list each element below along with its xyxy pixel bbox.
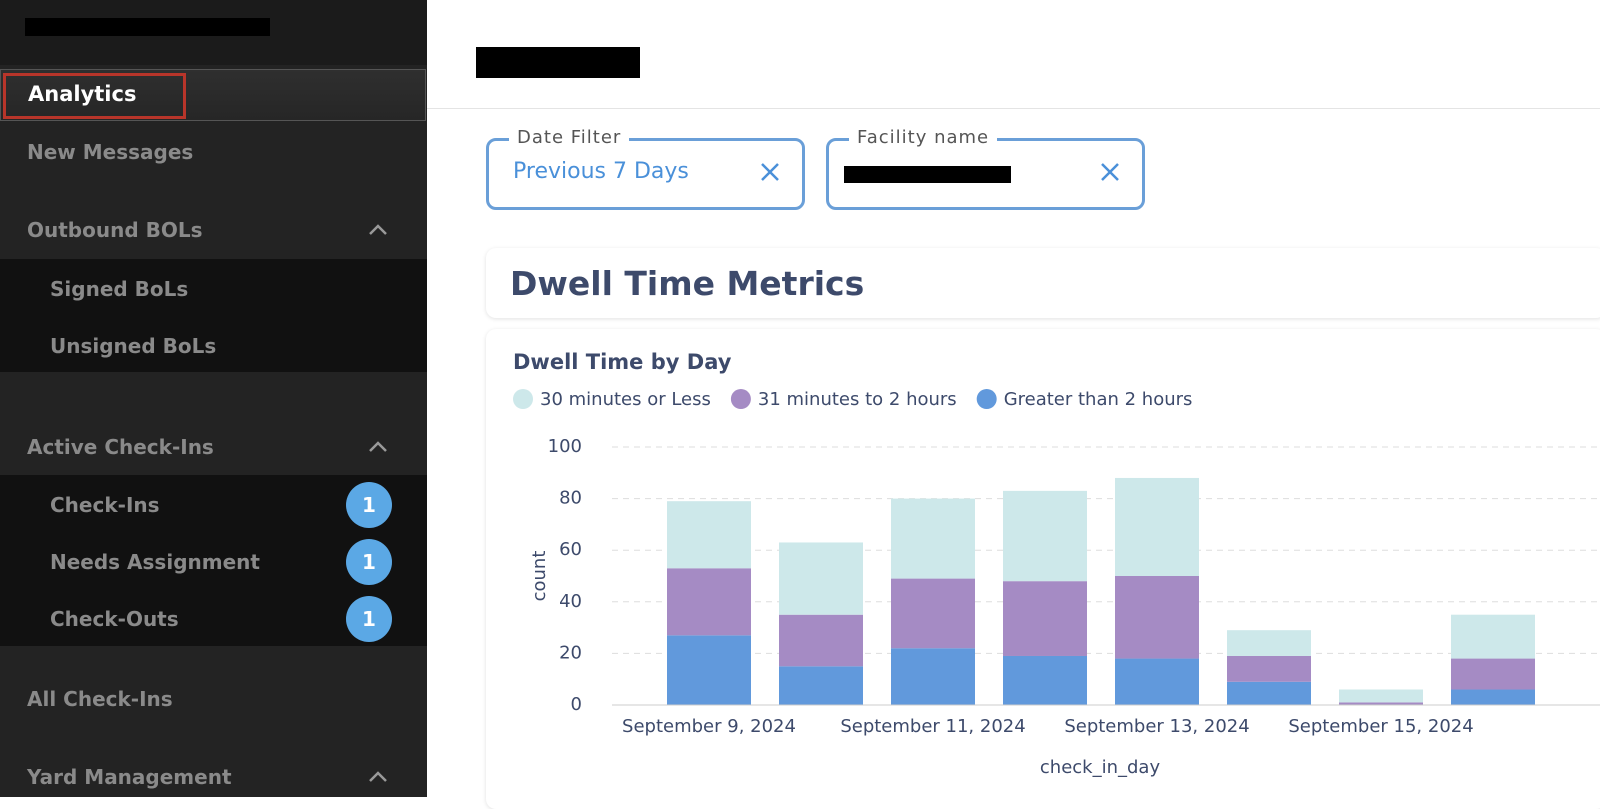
- nav-item[interactable]: All Check-Ins: [0, 679, 427, 719]
- section-title: Dwell Time Metrics: [510, 264, 865, 303]
- bar-segment: [1003, 490, 1087, 582]
- clear-button[interactable]: [1099, 161, 1121, 183]
- date-filter[interactable]: Date Filter Previous 7 Days: [486, 127, 805, 210]
- bar-segment: [667, 635, 751, 705]
- nav-group[interactable]: Yard Management: [0, 757, 427, 797]
- bar-segment: [1115, 477, 1199, 576]
- bar-segment: [1227, 630, 1311, 656]
- bar-segment: [1451, 689, 1535, 705]
- nav-item[interactable]: Unsigned BoLs: [0, 326, 427, 366]
- x-tick-label: September 13, 2024: [1064, 716, 1249, 737]
- bar-segment: [1115, 658, 1199, 705]
- chart: Dwell Time by Day check_in_day count 30 …: [513, 350, 1600, 778]
- bar-segment: [1339, 689, 1423, 703]
- active-nav[interactable]: Analytics: [0, 69, 426, 121]
- page-header: [427, 0, 1600, 109]
- org-header: [0, 0, 427, 65]
- badge: 1: [346, 596, 392, 642]
- nav-label: Unsigned BoLs: [50, 334, 217, 358]
- bar-segment: [779, 542, 863, 615]
- x-tick-label: September 11, 2024: [840, 716, 1025, 737]
- highlight-box: [3, 73, 186, 119]
- y-tick-label: 20: [559, 642, 582, 663]
- nav-label: Outbound BOLs: [27, 218, 203, 242]
- facility-filter[interactable]: Facility name: [826, 127, 1145, 210]
- nav-label: Needs Assignment: [50, 550, 260, 574]
- redacted: [844, 166, 1011, 183]
- bar-segment: [891, 578, 975, 649]
- sidebar: Analytics New Messages Outbound BOLs Sig…: [0, 0, 427, 797]
- bar-segment: [1227, 655, 1311, 682]
- redacted: [25, 18, 270, 36]
- y-tick-label: 0: [571, 694, 582, 715]
- nav-group[interactable]: Outbound BOLs: [0, 210, 427, 250]
- clear-button[interactable]: [759, 161, 781, 183]
- filter-value: Previous 7 Days: [513, 159, 689, 184]
- y-tick-label: 40: [559, 591, 582, 612]
- x-axis-label: check_in_day: [1040, 757, 1161, 778]
- bar-segment: [667, 568, 751, 636]
- nav-label: Check-Ins: [50, 493, 160, 517]
- legend-swatch: [730, 389, 751, 409]
- nav-item[interactable]: Check-Outs 1: [0, 596, 427, 642]
- bar-segment: [779, 666, 863, 705]
- legend-label: Greater than 2 hours: [1004, 389, 1193, 410]
- bar-segment: [891, 498, 975, 579]
- nav-item[interactable]: Signed BoLs: [0, 269, 427, 309]
- legend-label: 31 minutes to 2 hours: [758, 389, 957, 410]
- nav-label: Analytics: [28, 82, 137, 106]
- nav-item[interactable]: Needs Assignment 1: [0, 539, 427, 585]
- section-card: Dwell Time Metrics: [486, 248, 1600, 318]
- bar-segment: [1227, 681, 1311, 705]
- badge: 1: [346, 539, 392, 585]
- bar-segment: [1451, 614, 1535, 659]
- chart-card: Dwell Time by Day check_in_day count 30 …: [486, 329, 1600, 809]
- nav-label: All Check-Ins: [27, 687, 173, 711]
- nav-label: New Messages: [27, 140, 194, 164]
- nav-label: Active Check-Ins: [27, 435, 214, 459]
- legend-label: 30 minutes or Less: [540, 389, 711, 410]
- bar-segment: [1339, 702, 1423, 705]
- chevron: [369, 224, 387, 235]
- nav-item[interactable]: New Messages: [0, 132, 427, 172]
- bar-segment: [779, 614, 863, 667]
- filter-label: Facility name: [849, 127, 998, 148]
- redacted: [476, 47, 640, 78]
- bar-segment: [1003, 581, 1087, 656]
- bar-segment: [1115, 576, 1199, 659]
- sub-list: Signed BoLs Unsigned BoLs: [0, 259, 427, 372]
- chevron: [369, 771, 387, 782]
- badge: 1: [346, 482, 392, 528]
- bar-segment: [1003, 655, 1087, 705]
- nav-item[interactable]: Check-Ins 1: [0, 482, 427, 528]
- legend-swatch: [513, 389, 533, 409]
- bar-segment: [891, 648, 975, 705]
- bar-segment: [1451, 658, 1535, 690]
- x-tick-label: September 9, 2024: [622, 716, 796, 737]
- nav-group[interactable]: Active Check-Ins: [0, 427, 427, 467]
- nav-label: Signed BoLs: [50, 277, 189, 301]
- sub-list: Check-Ins 1 Needs Assignment 1 Check-Outs 1: [0, 475, 427, 646]
- y-tick-label: 60: [559, 539, 582, 560]
- x-tick-label: September 15, 2024: [1288, 716, 1473, 737]
- nav-label: Check-Outs: [50, 607, 179, 631]
- legend-swatch: [976, 389, 997, 409]
- filter-label: Date Filter: [509, 127, 630, 148]
- bar-segment: [667, 501, 751, 569]
- chart-title: Dwell Time by Day: [513, 350, 732, 374]
- nav-label: Yard Management: [27, 765, 232, 789]
- y-tick-label: 100: [548, 436, 582, 457]
- chevron: [369, 441, 387, 452]
- y-tick-label: 80: [559, 488, 582, 509]
- y-axis-label: count: [529, 551, 550, 602]
